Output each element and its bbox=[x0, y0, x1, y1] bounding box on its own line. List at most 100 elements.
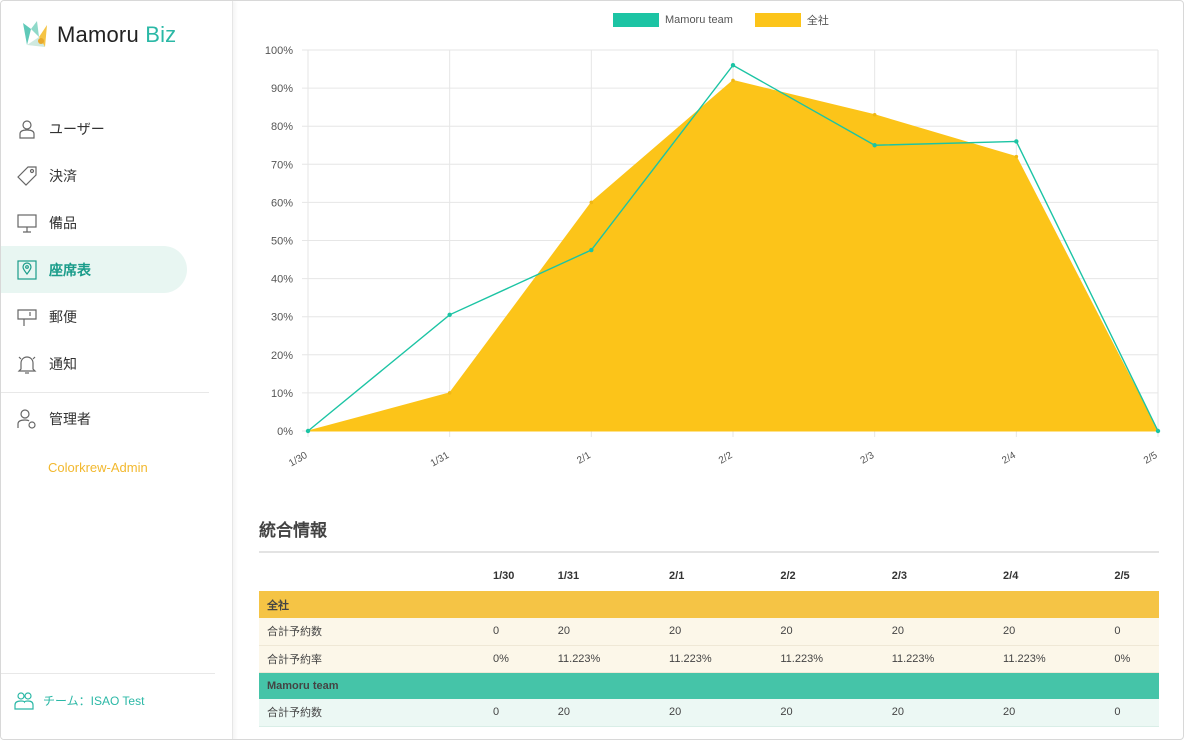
sidebar-item-label: 郵便 bbox=[49, 308, 77, 325]
y-tick-label: 30% bbox=[271, 312, 293, 324]
table-cell: 20 bbox=[661, 699, 773, 727]
line-point bbox=[589, 247, 594, 253]
legend-item-all[interactable]: 全社 bbox=[754, 12, 829, 28]
table-cell: 11.223% bbox=[995, 645, 1107, 673]
sidebar-item-seating-chart[interactable]: 座席表 bbox=[1, 246, 187, 293]
y-tick-label: 20% bbox=[271, 350, 293, 362]
chart-legend: Mamoru team 全社 bbox=[613, 12, 851, 28]
sidebar-item-label: 備品 bbox=[49, 214, 77, 231]
y-tick-label: 70% bbox=[271, 159, 293, 171]
table-cell: 0 bbox=[485, 618, 550, 646]
table-cell: 0 bbox=[485, 699, 550, 727]
row-label: 合計予約数 bbox=[259, 699, 485, 727]
line-point bbox=[447, 312, 452, 317]
table-cell: 20 bbox=[549, 699, 662, 727]
x-tick-label: 1/30 bbox=[287, 450, 310, 469]
sidebar: Mamoru Biz ユーザー 決済 備品 bbox=[1, 1, 233, 739]
table-cell: 0% bbox=[485, 645, 550, 673]
brand-name: Mamoru bbox=[57, 22, 139, 47]
table-cell: 20 bbox=[772, 618, 884, 646]
sidebar-item-admin[interactable]: 管理者 bbox=[1, 395, 187, 442]
row-label: 合計予約数 bbox=[259, 618, 485, 646]
x-tick-label: 2/4 bbox=[1000, 450, 1018, 467]
table-cell: 0 bbox=[1106, 699, 1159, 727]
table-cell: 20 bbox=[883, 699, 996, 727]
bell-icon bbox=[16, 353, 38, 375]
monitor-icon bbox=[16, 212, 38, 234]
table-group-row: Mamoru team bbox=[259, 672, 1159, 699]
table-cell: 11.223% bbox=[772, 645, 884, 673]
sidebar-item-users[interactable]: ユーザー bbox=[1, 105, 187, 152]
table-header-date: 2/1 bbox=[669, 570, 685, 582]
table-group-row: 全社 bbox=[259, 591, 1159, 618]
table-header-date: 2/5 bbox=[1114, 570, 1130, 582]
sidebar-item-notifications[interactable]: 通知 bbox=[1, 340, 187, 387]
sidebar-divider bbox=[1, 673, 215, 674]
legend-swatch bbox=[613, 13, 659, 27]
sidebar-divider bbox=[1, 392, 209, 393]
table-header-date: 2/4 bbox=[1003, 570, 1019, 582]
series-area-all bbox=[307, 79, 1159, 432]
area-point bbox=[589, 200, 594, 205]
colorkrew-admin-link[interactable]: Colorkrew-Admin bbox=[48, 460, 148, 475]
reservation-rate-chart: Mamoru team 全社 0% 10% 20% 30% 40% 50% 60% 70% 80… bbox=[233, 1, 1183, 481]
area-point bbox=[872, 112, 877, 117]
team-icon bbox=[13, 689, 35, 711]
legend-label: 全社 bbox=[806, 15, 829, 27]
table-cell: 11.223% bbox=[883, 645, 996, 673]
table-header-date: 2/2 bbox=[780, 570, 796, 582]
table-header-date: 1/30 bbox=[493, 570, 515, 582]
table-header-row: 1/30 1/31 2/1 2/2 2/3 2/4 2/5 bbox=[259, 561, 1159, 591]
line-point bbox=[730, 63, 736, 68]
section-divider bbox=[259, 551, 1159, 553]
table-header-date: 2/3 bbox=[891, 570, 907, 582]
sidebar-item-equipment[interactable]: 備品 bbox=[1, 199, 187, 246]
table-cell: 0 bbox=[1106, 618, 1159, 646]
sidebar-item-label: ユーザー bbox=[49, 120, 105, 137]
table-row: 合計予約数 0 20 20 20 20 20 0 bbox=[259, 699, 1159, 727]
table-cell: 20 bbox=[661, 618, 773, 646]
sidebar-item-mail[interactable]: 郵便 bbox=[1, 293, 187, 340]
sidebar-item-label: 管理者 bbox=[49, 410, 91, 427]
y-tick-label: 100% bbox=[265, 45, 293, 57]
team-selector[interactable]: チーム：ISAO Test bbox=[13, 689, 144, 711]
table-row: 合計予約数 0 20 20 20 20 20 0 bbox=[259, 618, 1159, 646]
table-cell: 20 bbox=[883, 618, 996, 646]
line-point bbox=[305, 428, 311, 434]
admin-gear-icon bbox=[16, 408, 38, 430]
legend-label: Mamoru team bbox=[665, 14, 733, 26]
mailbox-icon bbox=[16, 306, 38, 328]
sidebar-item-payments[interactable]: 決済 bbox=[1, 152, 187, 199]
sidebar-item-label: 座席表 bbox=[49, 261, 91, 278]
group-name: 全社 bbox=[259, 591, 1159, 618]
brand-name-accent: Biz bbox=[145, 22, 177, 47]
table-cell: 0% bbox=[1106, 645, 1159, 673]
x-tick-label: 2/3 bbox=[859, 450, 877, 467]
brand-logo[interactable]: Mamoru Biz bbox=[21, 19, 176, 51]
table-header-date: 1/31 bbox=[557, 570, 580, 582]
y-tick-label: 80% bbox=[271, 121, 293, 133]
x-tick-label: 1/31 bbox=[429, 450, 452, 469]
table-cell: 20 bbox=[995, 618, 1107, 646]
table-cell: 20 bbox=[772, 699, 884, 727]
x-tick-label: 2/1 bbox=[575, 450, 593, 467]
area-point bbox=[731, 78, 735, 83]
table-row: 合計予約率 0% 11.223% 11.223% 11.223% 11.223%… bbox=[259, 645, 1159, 673]
legend-swatch bbox=[754, 13, 801, 27]
stats-table: 1/30 1/31 2/1 2/2 2/3 2/4 2/5 全社 合計予約数 0… bbox=[259, 561, 1159, 727]
table-cell: 11.223% bbox=[549, 645, 662, 673]
sidebar-item-label: 決済 bbox=[49, 167, 77, 184]
main-content: Mamoru team 全社 0% 10% 20% 30% 40% 50% 60% 70% 80… bbox=[233, 1, 1183, 739]
y-tick-label: 10% bbox=[271, 388, 293, 400]
brand-logo-icon bbox=[23, 21, 47, 47]
line-point bbox=[1014, 139, 1019, 144]
table-header-empty bbox=[259, 561, 485, 591]
user-icon bbox=[16, 118, 38, 140]
row-label: 合計予約率 bbox=[259, 645, 485, 673]
y-tick-label: 60% bbox=[271, 197, 293, 209]
y-tick-label: 50% bbox=[271, 236, 293, 248]
legend-item-team[interactable]: Mamoru team bbox=[613, 13, 733, 27]
y-tick-label: 40% bbox=[271, 274, 293, 286]
chart-plot: 0% 10% 20% 30% 40% 50% 60% 70% 80% 90% 100% 1/30 1/3… bbox=[265, 45, 1161, 469]
